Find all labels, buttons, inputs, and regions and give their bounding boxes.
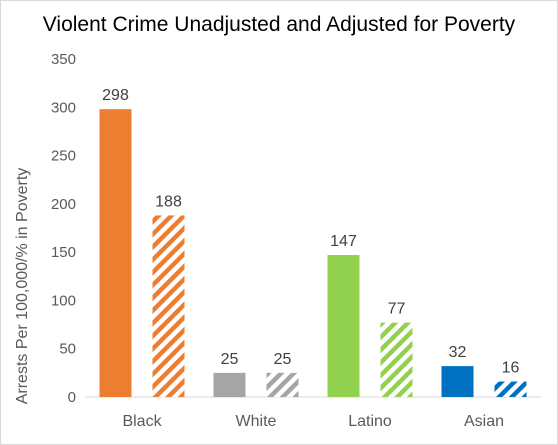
- x-axis-ticks: Black White Latino Asian: [122, 413, 504, 430]
- data-label: 188: [155, 193, 182, 210]
- data-label: 25: [274, 351, 292, 368]
- bar-asian-unadjusted: [441, 366, 474, 397]
- data-label: 32: [449, 344, 467, 361]
- y-tick-label: 350: [51, 51, 76, 68]
- y-tick-label: 150: [51, 244, 76, 261]
- y-tick-label: 0: [68, 389, 76, 406]
- bar-black-unadjusted: [99, 109, 132, 398]
- x-tick-label: Asian: [464, 413, 504, 430]
- bar-asian-adjusted: [494, 381, 527, 397]
- data-label: 298: [102, 87, 129, 104]
- data-label: 147: [330, 233, 357, 250]
- y-axis-label: Arrests Per 100,000/% in Poverty: [14, 168, 31, 405]
- bars-group: 298 188 25 25 147 77 32 16: [99, 87, 527, 398]
- data-label: 77: [388, 301, 406, 318]
- y-tick-label: 250: [51, 148, 76, 165]
- y-tick-label: 50: [59, 341, 76, 358]
- bar-latino-unadjusted: [327, 255, 360, 397]
- x-tick-label: Black: [122, 413, 162, 430]
- data-label: 16: [502, 360, 520, 377]
- chart-title: Violent Crime Unadjusted and Adjusted fo…: [42, 13, 516, 36]
- y-tick-label: 200: [51, 196, 76, 213]
- x-tick-label: White: [236, 413, 277, 430]
- y-tick-label: 100: [51, 292, 76, 309]
- bar-latino-adjusted: [380, 322, 413, 397]
- bar-white-unadjusted: [213, 372, 246, 397]
- x-tick-label: Latino: [348, 413, 392, 430]
- y-tick-label: 300: [51, 99, 76, 116]
- bar-black-adjusted: [152, 215, 185, 397]
- y-axis-ticks: 0 50 100 150 200 250 300 350: [51, 51, 76, 406]
- data-label: 25: [221, 351, 239, 368]
- bar-white-adjusted: [266, 372, 299, 397]
